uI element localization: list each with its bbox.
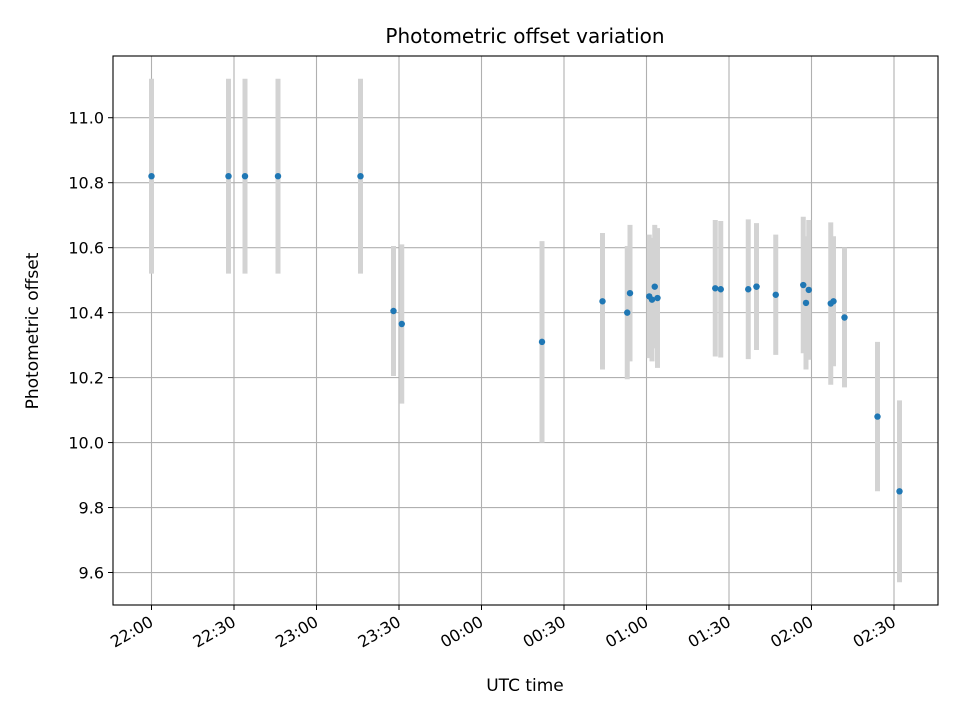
data-point (745, 286, 752, 293)
y-tick-label: 9.6 (79, 564, 104, 583)
x-tick-label: 22:30 (190, 612, 239, 652)
data-point (802, 299, 810, 307)
y-tick-label: 11.0 (68, 109, 104, 128)
y-tick-label: 9.8 (79, 499, 104, 518)
data-point (398, 320, 405, 328)
x-axis-label: UTC time (486, 676, 564, 696)
y-tick-label: 10.4 (68, 304, 104, 323)
x-tick-label: 00:00 (437, 612, 486, 652)
data-point (805, 286, 812, 294)
x-tick-label: 23:00 (272, 612, 321, 652)
y-tick-label: 10.2 (68, 369, 104, 388)
x-tick-label: 01:00 (602, 612, 651, 652)
data-point (538, 338, 546, 346)
x-tick-label: 02:00 (767, 612, 816, 652)
data-point (599, 298, 606, 305)
data-point (896, 488, 903, 495)
x-tick-label: 02:30 (850, 612, 899, 652)
data-point (841, 314, 848, 321)
data-point (712, 285, 719, 292)
data-point (626, 289, 634, 297)
data-point (717, 286, 724, 293)
y-tick-label: 10.6 (68, 239, 104, 258)
y-tick-label: 10.0 (68, 434, 104, 453)
data-point (357, 172, 364, 180)
data-point (874, 413, 881, 420)
data-point (148, 172, 155, 180)
data-point (830, 298, 837, 305)
x-tick-label: 00:30 (520, 612, 569, 652)
data-point (274, 172, 282, 180)
data-point (241, 172, 249, 180)
plot-frame (112, 55, 939, 606)
x-tick-label: 01:30 (685, 612, 734, 652)
data-point (651, 283, 658, 290)
y-tick-label: 10.8 (68, 174, 104, 193)
data-point (648, 296, 656, 303)
data-point (624, 309, 631, 316)
data-point (225, 172, 232, 180)
x-tick-label: 22:00 (107, 612, 156, 652)
data-point (753, 283, 760, 290)
chart-title: Photometric offset variation (385, 24, 664, 48)
data-point (654, 294, 661, 302)
data-point (390, 307, 397, 315)
y-axis-label: Photometric offset (23, 252, 43, 409)
data-point (772, 291, 779, 298)
data-point (800, 281, 807, 289)
x-tick-label: 23:30 (355, 612, 404, 652)
